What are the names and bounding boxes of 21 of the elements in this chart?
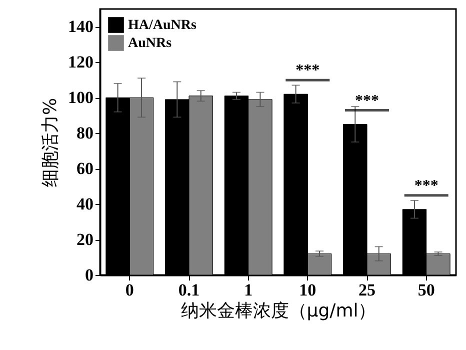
legend-label: AuNRs xyxy=(128,36,172,51)
x-axis-title: 纳米金棒浓度（μg/ml） xyxy=(180,300,376,322)
y-tick-label: 20 xyxy=(76,230,94,250)
x-tick-label: 0.1 xyxy=(178,280,200,300)
y-tick-label: 140 xyxy=(68,17,94,36)
y-tick-label: 0 xyxy=(85,266,94,284)
y-axis-title: 细胞活力% xyxy=(40,98,61,188)
y-tick-label: 40 xyxy=(76,194,94,214)
x-tick-label: 10 xyxy=(299,280,316,300)
annotation: *** xyxy=(296,62,320,80)
y-tick-label: 120 xyxy=(68,52,94,72)
x-tick-label: 50 xyxy=(418,280,435,300)
y-tick-label: 80 xyxy=(76,124,94,143)
x-tick-label: 25 xyxy=(358,280,376,300)
annotation: *** xyxy=(355,92,379,110)
annotation: *** xyxy=(414,177,438,194)
x-tick-label: 0 xyxy=(125,280,134,300)
y-tick-label: 60 xyxy=(76,159,94,178)
legend-label: HA/AuNRs xyxy=(128,18,198,33)
y-tick-label: 100 xyxy=(68,88,94,108)
x-tick-label: 1 xyxy=(244,280,253,300)
